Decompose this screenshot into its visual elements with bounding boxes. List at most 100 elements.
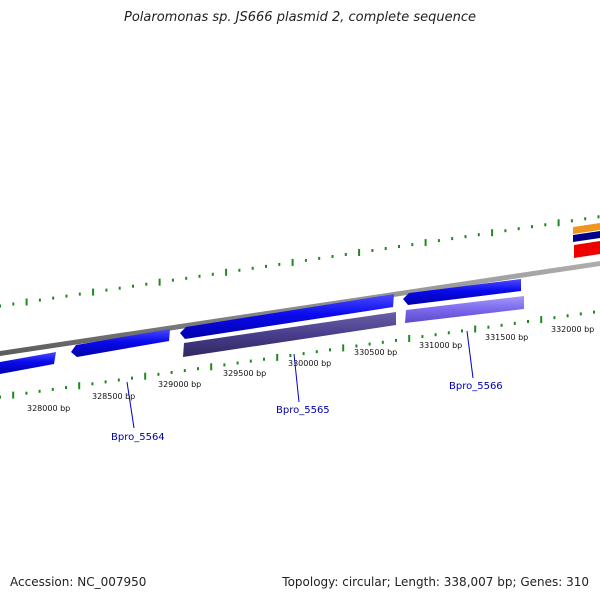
minor-tick xyxy=(91,382,94,386)
major-tick xyxy=(408,335,411,342)
major-tick xyxy=(158,278,161,286)
minor-tick xyxy=(451,237,454,241)
ruler-label: 330500 bp xyxy=(354,348,397,357)
minor-tick xyxy=(251,266,254,270)
minor-tick xyxy=(249,359,252,363)
map-title: Polaromonas sp. JS666 plasmid 2, complet… xyxy=(123,10,476,25)
minor-tick xyxy=(171,278,174,282)
minor-tick xyxy=(105,288,108,292)
minor-tick xyxy=(566,314,569,318)
minor-tick xyxy=(487,325,490,329)
major-tick xyxy=(342,344,345,352)
minor-tick xyxy=(0,395,1,399)
minor-tick xyxy=(368,342,371,346)
minor-tick xyxy=(117,378,120,382)
ruler-label: 328500 bp xyxy=(92,392,135,401)
minor-tick xyxy=(381,340,384,344)
minor-tick xyxy=(131,376,133,380)
major-tick xyxy=(276,353,279,361)
gene-label-bpro-5564[interactable]: Bpro_5564 xyxy=(111,432,165,443)
ruler-label: 330000 bp xyxy=(288,359,331,368)
minor-tick xyxy=(513,321,516,325)
ruler-label: 332000 bp xyxy=(551,325,594,334)
minor-tick xyxy=(52,296,55,300)
lower-tick-ruler xyxy=(0,310,595,399)
ruler-label: 331000 bp xyxy=(419,341,462,350)
major-tick xyxy=(12,391,15,399)
accession-label: Accession: NC_007950 xyxy=(10,575,147,589)
gene-arrow-bpro-5565[interactable] xyxy=(180,294,394,339)
minor-tick xyxy=(185,276,188,280)
minor-tick xyxy=(553,316,556,320)
cds-feature-bpro-5565[interactable] xyxy=(183,312,396,357)
minor-tick xyxy=(265,264,267,268)
minor-tick xyxy=(197,367,199,371)
minor-tick xyxy=(315,350,318,354)
minor-tick xyxy=(38,389,41,393)
minor-tick xyxy=(211,272,214,276)
minor-tick xyxy=(464,235,467,239)
minor-tick xyxy=(500,323,503,327)
major-tick xyxy=(424,239,427,247)
minor-tick xyxy=(304,258,307,262)
gene-label-bpro-5565[interactable]: Bpro_5565 xyxy=(276,405,330,416)
major-tick xyxy=(144,372,147,380)
minor-tick xyxy=(132,284,134,288)
minor-tick xyxy=(531,225,533,229)
minor-tick xyxy=(65,294,68,298)
minor-tick xyxy=(570,219,573,223)
gene-label-bpro-5566[interactable]: Bpro_5566 xyxy=(449,381,503,392)
upper-tick-ruler xyxy=(0,215,600,308)
major-tick xyxy=(25,298,28,306)
minor-tick xyxy=(371,249,374,252)
gene-label-line-bpro-5564 xyxy=(126,381,135,429)
minor-tick xyxy=(544,223,547,227)
minor-tick xyxy=(236,361,239,365)
minor-tick xyxy=(504,229,507,233)
minor-tick xyxy=(477,233,480,237)
minor-tick xyxy=(421,335,424,339)
gene-arrow[interactable] xyxy=(0,352,56,374)
minor-tick xyxy=(51,387,54,391)
minor-tick xyxy=(461,329,463,333)
gene-arrow-bpro-5566[interactable] xyxy=(403,279,521,305)
minor-tick xyxy=(395,338,397,342)
major-tick xyxy=(210,363,213,371)
minor-tick xyxy=(344,253,347,256)
minor-tick xyxy=(584,217,587,221)
minor-tick xyxy=(183,369,186,373)
minor-tick xyxy=(355,344,358,348)
minor-tick xyxy=(597,215,600,219)
major-tick xyxy=(474,325,477,333)
major-tick xyxy=(78,382,81,390)
minor-tick xyxy=(157,372,160,376)
minor-tick xyxy=(593,310,595,314)
major-tick xyxy=(291,258,294,266)
major-tick xyxy=(540,316,543,324)
minor-tick xyxy=(527,320,529,323)
feature-orange[interactable] xyxy=(573,223,600,234)
minor-tick xyxy=(447,331,450,335)
cds-feature-bpro-5566[interactable] xyxy=(405,296,524,323)
minor-tick xyxy=(398,245,400,248)
ruler-label: 329000 bp xyxy=(158,380,201,389)
ruler-label: 331500 bp xyxy=(485,333,528,342)
feature-navy[interactable] xyxy=(573,231,600,242)
minor-tick xyxy=(238,268,241,272)
minor-tick xyxy=(579,312,582,316)
plasmid-backbone xyxy=(0,261,600,356)
minor-tick xyxy=(437,239,440,243)
minor-tick xyxy=(263,357,265,361)
gene-arrow-bpro-5564[interactable] xyxy=(71,329,170,357)
minor-tick xyxy=(145,282,148,286)
major-tick xyxy=(358,249,361,256)
gene-label-line-bpro-5566 xyxy=(466,330,474,379)
minor-tick xyxy=(278,262,281,266)
minor-tick xyxy=(65,386,67,390)
gene-label-line-bpro-5565 xyxy=(293,353,300,403)
minor-tick xyxy=(12,302,15,306)
minor-tick xyxy=(434,333,437,337)
minor-tick xyxy=(517,227,520,231)
feature-red[interactable] xyxy=(574,241,600,258)
major-tick xyxy=(92,288,95,296)
